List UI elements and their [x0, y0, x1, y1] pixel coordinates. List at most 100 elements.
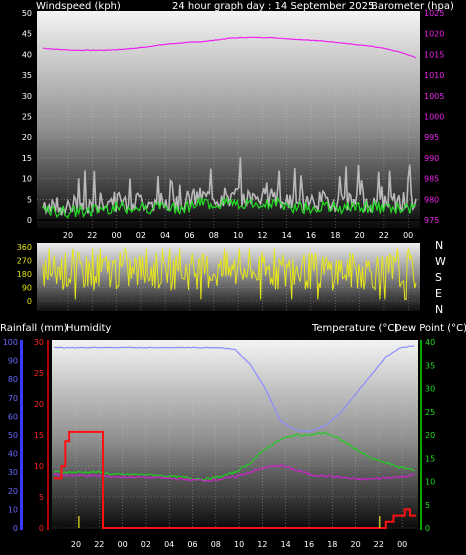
x-tick-label: 12 [257, 231, 267, 240]
compass-w: W [435, 255, 446, 268]
temp-y-tick-label: 30 [425, 385, 435, 394]
dew-point-line [53, 463, 415, 483]
wind-y-tick-label: 40 [22, 50, 32, 59]
rainfall-axis-title: Rainfall (mm) [0, 323, 68, 334]
rain-temp-panel [52, 340, 418, 529]
baro-y-tick-label: 1005 [424, 92, 444, 101]
humidity-y-tick-label: 90 [8, 357, 18, 366]
humidity-y-tick-label: 30 [8, 468, 18, 477]
baro-y-tick-label: 995 [424, 133, 439, 142]
wind-direction-line [42, 246, 417, 300]
x-tick-label: 20 [351, 540, 361, 549]
temp-y-tick-label: 10 [425, 478, 435, 487]
compass-s: S [435, 271, 442, 284]
x-tick-label: 22 [374, 540, 384, 549]
baro-y-tick-label: 1015 [424, 50, 444, 59]
rain-y-tick-label: 0 [39, 524, 44, 533]
rain-y-tick-label: 15 [34, 431, 44, 440]
wind-y-tick-label: 10 [22, 175, 32, 184]
x-tick-label: 10 [234, 540, 244, 549]
baro-y-tick-label: 975 [424, 216, 439, 225]
temperature-axis-title: Temperature (°C) [311, 323, 398, 334]
x-tick-label: 04 [164, 540, 174, 549]
rain-y-tick-label: 20 [34, 400, 44, 409]
wind-y-tick-label: 15 [22, 154, 32, 163]
x-tick-label: 00 [118, 540, 128, 549]
dewpoint-axis-title: Dew Point (°C) [394, 323, 466, 334]
wind-y-tick-label: 20 [22, 133, 32, 142]
baro-y-tick-label: 1025 [424, 9, 444, 18]
compass-n-bottom: N [435, 303, 443, 316]
humidity-axis-title: Humidity [66, 323, 111, 334]
baro-y-tick-label: 1000 [424, 113, 444, 122]
baro-y-tick-label: 985 [424, 175, 439, 184]
direction-y-tick-label: 360 [17, 243, 32, 252]
x-tick-label: 02 [141, 540, 151, 549]
x-tick-label: 00 [112, 231, 122, 240]
rainfall-axis-bar [47, 340, 49, 530]
x-tick-label: 02 [136, 231, 146, 240]
wind-y-tick-label: 25 [22, 113, 32, 122]
rain-y-tick-label: 10 [34, 462, 44, 471]
wind-baro-panel [37, 11, 420, 228]
x-tick-label: 00 [397, 540, 407, 549]
direction-y-tick-label: 180 [17, 270, 32, 279]
x-tick-label: 14 [282, 231, 292, 240]
humidity-y-tick-label: 50 [8, 431, 18, 440]
baro-y-tick-label: 980 [424, 195, 439, 204]
direction-y-tick-label: 0 [27, 297, 32, 306]
humidity-y-tick-label: 20 [8, 487, 18, 496]
humidity-y-tick-label: 80 [8, 375, 18, 384]
humidity-y-tick-label: 100 [3, 338, 18, 347]
rainfall-line [54, 430, 416, 529]
temp-y-tick-label: 0 [425, 524, 430, 533]
wind-y-tick-label: 30 [22, 92, 32, 101]
x-tick-label: 04 [160, 231, 170, 240]
x-tick-label: 06 [184, 231, 194, 240]
humidity-y-tick-label: 70 [8, 394, 18, 403]
rain-y-tick-label: 25 [34, 369, 44, 378]
x-tick-label: 22 [87, 231, 97, 240]
direction-y-tick-label: 90 [22, 284, 32, 293]
humidity-y-tick-label: 60 [8, 412, 18, 421]
compass-n-top: N [435, 239, 443, 252]
wind-axis-title: Windspeed (kph) [36, 1, 121, 12]
temp-y-tick-label: 20 [425, 431, 435, 440]
x-tick-label: 18 [330, 231, 340, 240]
temp-y-tick-label: 15 [425, 454, 435, 463]
x-tick-label: 20 [355, 231, 365, 240]
compass-e: E [435, 287, 442, 300]
x-tick-label: 18 [327, 540, 337, 549]
x-tick-label: 20 [63, 231, 73, 240]
x-tick-label: 16 [304, 540, 314, 549]
x-tick-label: 22 [94, 540, 104, 549]
x-tick-label: 12 [257, 540, 267, 549]
x-tick-label: 00 [403, 231, 413, 240]
baro-y-tick-label: 990 [424, 154, 439, 163]
wind-y-tick-label: 50 [22, 9, 32, 18]
x-tick-label: 22 [379, 231, 389, 240]
x-tick-label: 10 [233, 231, 243, 240]
humidity-y-tick-label: 10 [8, 505, 18, 514]
humidity-axis-bar [20, 340, 23, 530]
humidity-y-tick-label: 0 [13, 524, 18, 533]
barometer-line [42, 36, 417, 59]
temp-y-tick-label: 40 [425, 338, 435, 347]
baro-y-tick-label: 1010 [424, 71, 444, 80]
wind-average-line [42, 196, 417, 219]
temp-y-tick-label: 5 [425, 501, 430, 510]
wind-y-tick-label: 35 [22, 71, 32, 80]
wind-y-tick-label: 5 [27, 195, 32, 204]
temperature-line [53, 430, 415, 481]
temperature-axis-bar [420, 340, 422, 530]
x-tick-label: 14 [281, 540, 291, 549]
rain-y-tick-label: 5 [39, 493, 44, 502]
temp-y-tick-label: 35 [425, 361, 435, 370]
humidity-line [53, 345, 415, 433]
x-tick-label: 08 [209, 231, 219, 240]
x-tick-label: 06 [187, 540, 197, 549]
x-tick-label: 16 [306, 231, 316, 240]
barometer-axis-title: Barometer (hpa) [371, 1, 454, 12]
baro-y-tick-label: 1020 [424, 30, 444, 39]
wind-y-tick-label: 0 [27, 216, 32, 225]
